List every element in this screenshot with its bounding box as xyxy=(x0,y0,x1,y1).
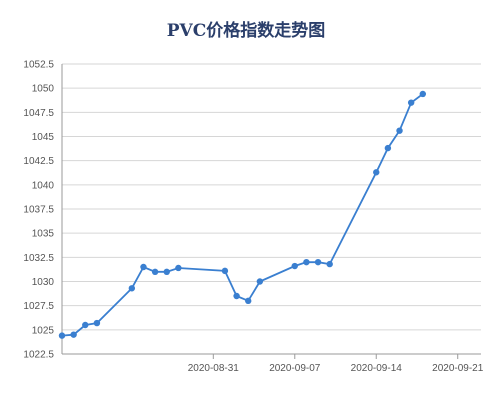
data-point xyxy=(303,258,310,266)
data-point xyxy=(314,258,322,266)
data-point xyxy=(384,144,392,152)
y-tick-label: 1042.5 xyxy=(23,156,54,167)
axes: 1022.5 1025 1027.5 1030 1032.5 1035 1037.5 1040… xyxy=(23,60,483,375)
x-tick-label: 2020-09-21 xyxy=(432,363,483,374)
y-tick-label: 1045 xyxy=(32,132,55,143)
data-point xyxy=(151,268,159,276)
y-tick-label: 1050 xyxy=(32,84,55,95)
data-point xyxy=(93,319,101,327)
data-point xyxy=(407,99,415,106)
data-point xyxy=(128,285,136,292)
data-point xyxy=(373,169,380,176)
y-tick-label: 1047.5 xyxy=(23,108,54,119)
data-point xyxy=(82,321,89,329)
data-point xyxy=(256,278,264,285)
data-point xyxy=(70,331,77,338)
data-point xyxy=(396,127,403,134)
series-line xyxy=(61,93,424,337)
x-tick-label: 2020-09-14 xyxy=(351,363,403,374)
y-tick-label: 1032.5 xyxy=(23,253,54,264)
data-point xyxy=(58,332,66,339)
data-point xyxy=(291,262,298,270)
data-point xyxy=(221,267,229,275)
gridlines xyxy=(62,63,481,355)
x-tick-label: 2020-08-31 xyxy=(188,363,240,374)
data-point xyxy=(175,264,182,272)
chart-title: PVC价格指数走势图 xyxy=(167,20,326,41)
y-tick-label: 1030 xyxy=(32,277,55,288)
y-tick-label: 1022.5 xyxy=(23,350,54,361)
data-point xyxy=(326,260,333,268)
data-point xyxy=(245,297,252,305)
data-point xyxy=(140,263,147,271)
data-point xyxy=(163,268,170,276)
y-tick-label: 1035 xyxy=(32,229,55,240)
y-tick-label: 1037.5 xyxy=(23,205,54,216)
plot-area xyxy=(58,90,427,339)
data-point xyxy=(233,292,240,300)
y-tick-label: 1025 xyxy=(32,325,55,336)
x-tick-label: 2020-09-07 xyxy=(269,363,321,374)
y-tick-label: 1040 xyxy=(32,180,55,191)
data-point xyxy=(419,90,427,98)
y-tick-label: 1052.5 xyxy=(23,60,54,71)
y-tick-label: 1027.5 xyxy=(23,301,54,312)
